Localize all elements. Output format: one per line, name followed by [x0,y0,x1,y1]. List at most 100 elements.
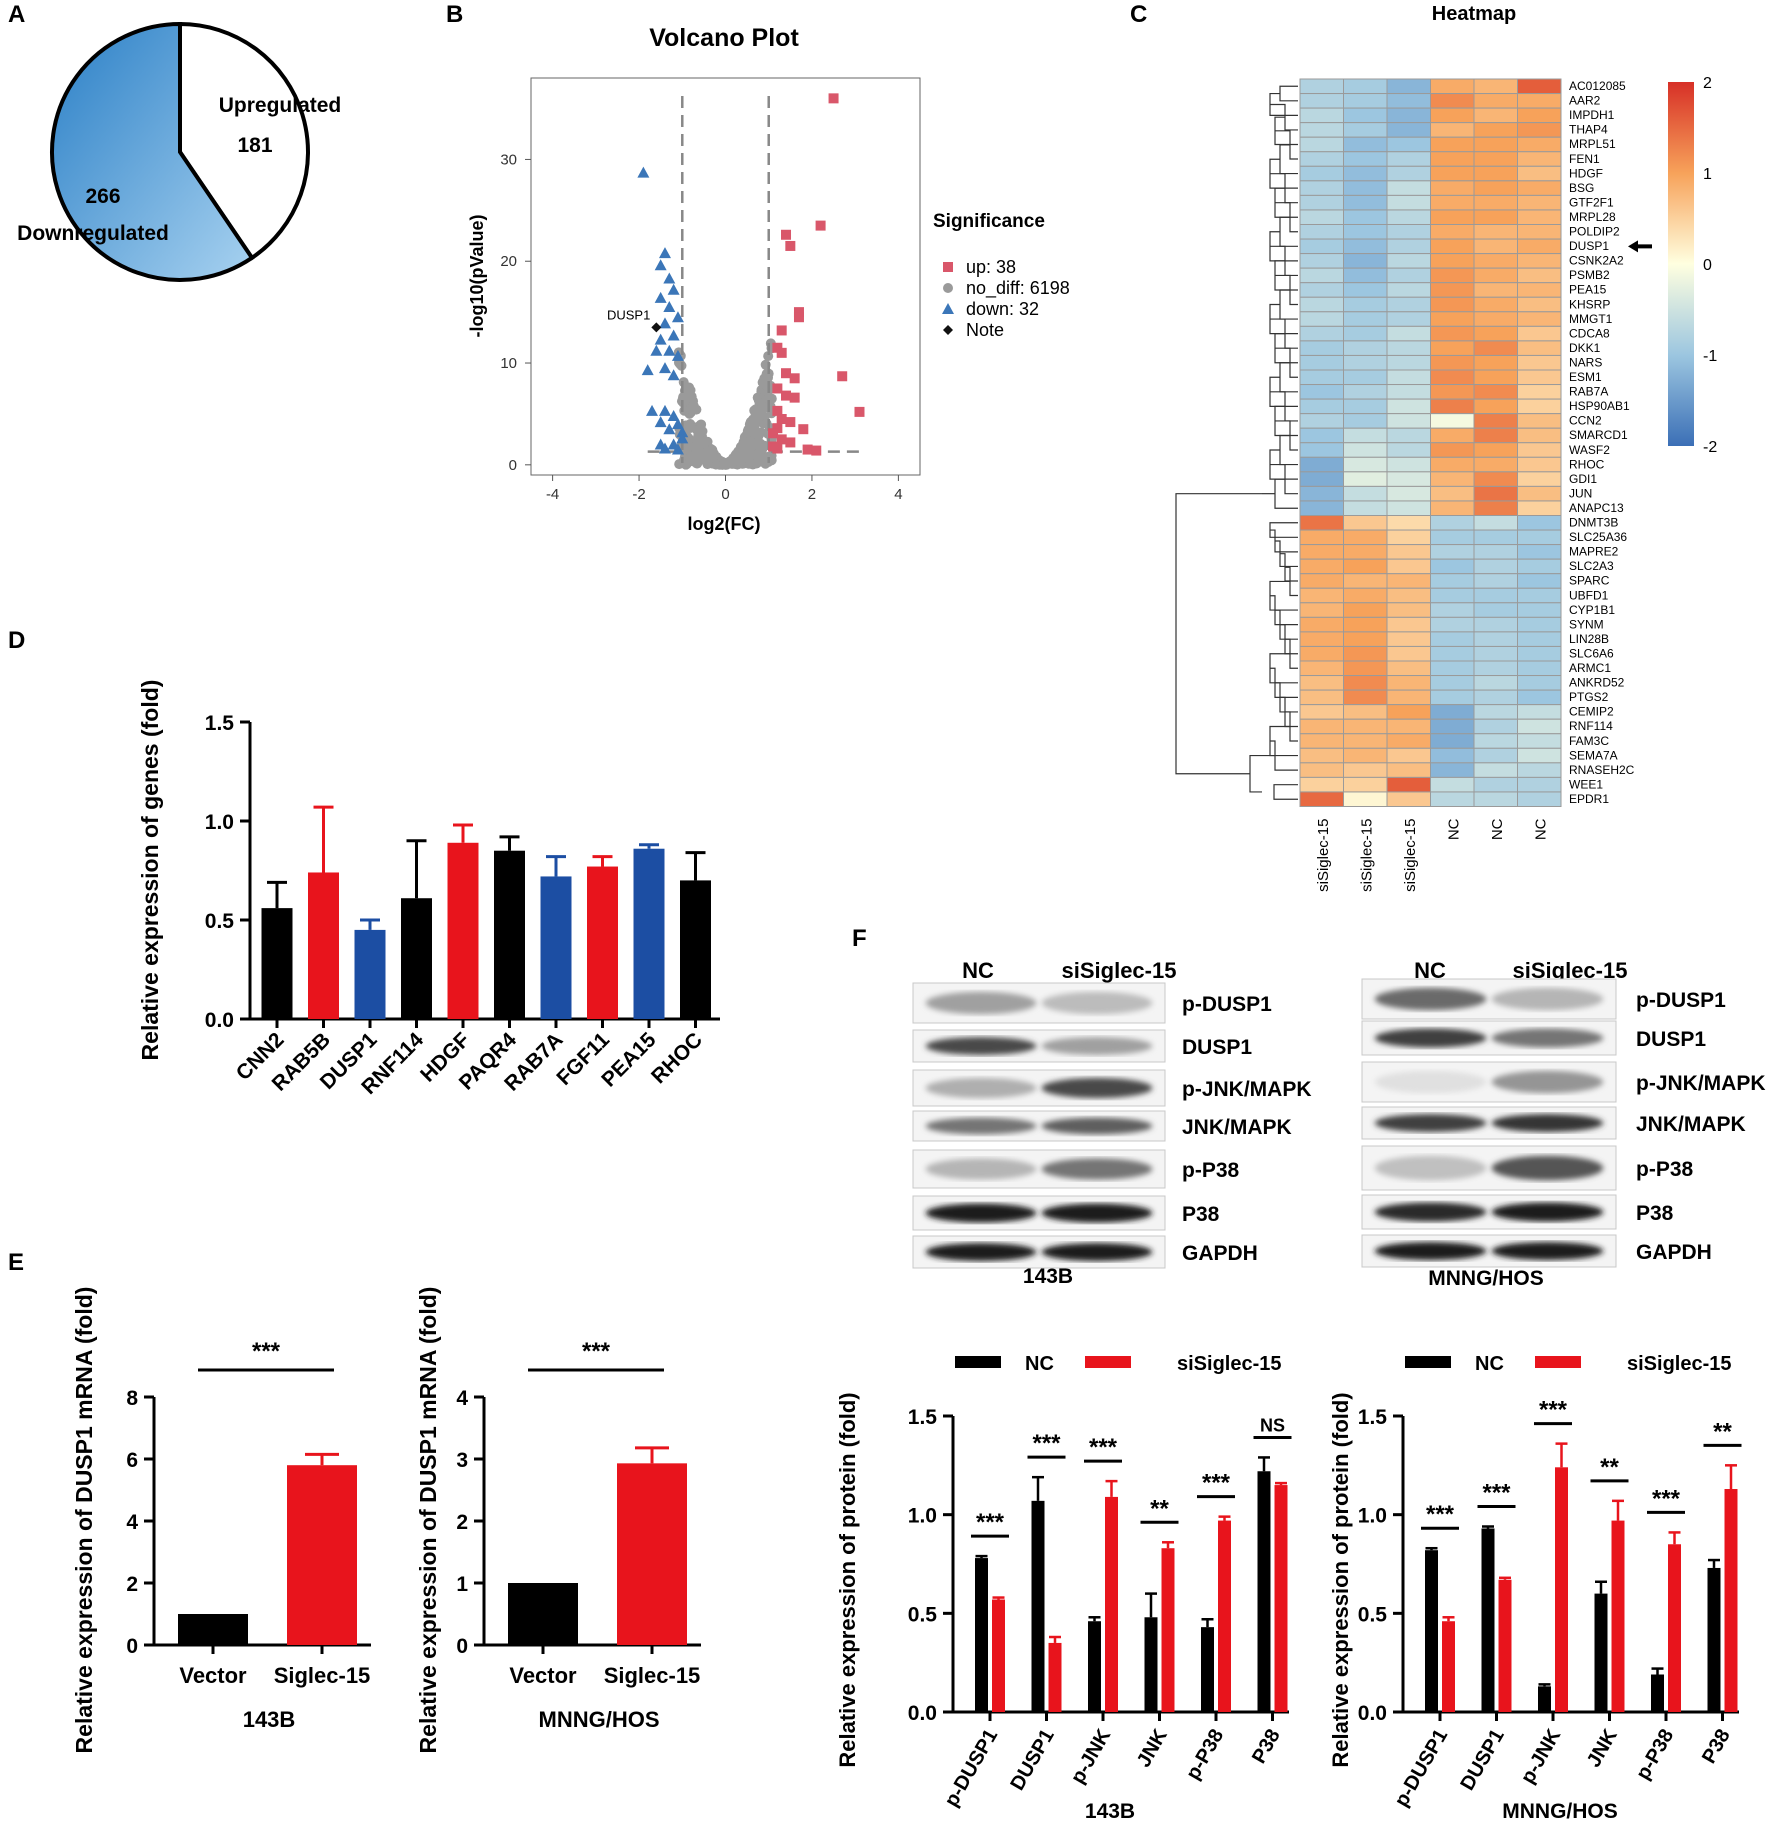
volcano-nodiff-point [696,449,707,460]
volcano-down-point [676,426,689,438]
heatmap-cell [1517,587,1562,604]
protein-hos-bar [1724,1489,1738,1712]
heatmap-cell [1473,645,1518,662]
heatmap-cell [1299,762,1344,778]
heatmap-column-label: NC [1489,818,1506,840]
heatmap-cell [1517,267,1562,284]
heatmap-cell [1386,384,1431,400]
volcano-legend-swatch [943,283,953,293]
protein-hos-bar [1651,1674,1664,1712]
volcano-plot: Volcano Plot -4 -2 0 2 4 0 10 20 30 log2(FC) -log10… [467,24,1070,534]
volcano-legend-swatch [943,325,953,335]
heatmap-cell [1473,718,1518,735]
protein-hos-sig-label: ** [1713,1418,1732,1445]
heatmap-cell [1473,413,1518,429]
heatmap-cell [1343,544,1388,560]
protein-hos-bar [1707,1567,1721,1712]
heatmap-cell [1299,151,1344,167]
heatmap-cell [1517,122,1562,138]
heatmap-cell [1343,253,1388,269]
heatmap-cell [1343,718,1388,735]
volcano-down-point [667,283,680,295]
volcano-up-point [772,405,783,416]
volcano-nodiff-point [763,351,774,362]
heatmap-cell [1430,93,1475,109]
blot-143b-band [925,1037,1037,1055]
protein-hos-ylabel: Relative expression of protein (fold) [1328,1392,1353,1767]
heatmap-cell [1343,471,1388,487]
heatmap-cell [1517,165,1562,182]
heatmap-cell [1517,762,1562,778]
dusp1-hos-ytick-label: 2 [456,1511,468,1534]
heatmap-row-label: CDCA8 [1569,326,1610,340]
heatmap-cell [1386,442,1431,458]
dusp1-143b-sig-label: *** [252,1338,281,1365]
volcano-down-point [671,443,684,455]
heatmap-cell [1386,78,1431,95]
heatmap-cell [1343,369,1388,386]
protein-hos-bar [1668,1544,1681,1712]
protein-143b-legend-swatch-si [1085,1356,1131,1368]
heatmap-cell [1343,311,1388,327]
heatmap-cell [1430,224,1475,240]
blot-143b-band [1041,1037,1153,1055]
volcano-nodiff-point [751,458,762,469]
heatmap-cell [1473,776,1518,793]
volcano-down-point [671,418,684,430]
heatmap-cell [1343,296,1388,313]
blot-hos-band [1491,987,1604,1011]
protein-143b-sig-label: *** [976,1509,1005,1536]
heatmap-cell [1343,136,1388,153]
heatmap-cell [1430,122,1475,138]
blot-143b-band [1041,991,1153,1015]
heatmap-cell [1386,645,1431,662]
heatmap-cell [1299,93,1344,109]
heatmap-cell [1473,107,1518,124]
protein-143b-bar [1201,1627,1214,1712]
heatmap-cell [1517,238,1562,255]
heatmap-row-label: MAPRE2 [1569,545,1619,559]
protein-hos-xtick-label: p-DUSP1 [1390,1726,1452,1811]
volcano-xtick-label: -2 [632,486,645,503]
panel-label-a: A [8,1,25,28]
heatmap-cell [1473,180,1518,196]
heatmap-cell [1473,747,1518,764]
heatmap-cell [1473,791,1518,808]
heatmap-row-label: DNMT3B [1569,516,1618,530]
volcano-up-point [776,347,787,358]
gene-bar-ytick-label: 1.0 [205,811,234,834]
heatmap-cell [1386,602,1431,618]
volcano-up-point [781,229,792,240]
heatmap-cell [1517,558,1562,575]
heatmap-cell [1386,471,1431,487]
heatmap-cell [1430,253,1475,269]
heatmap-cell [1517,631,1562,647]
blot-hos-band [1491,1114,1604,1132]
heatmap-cell [1299,456,1344,473]
heatmap-cell [1430,354,1475,371]
protein-143b-xtick-label: P38 [1248,1726,1285,1768]
pie-slice-downregulated [50,21,255,282]
dendrogram-link [1279,85,1298,102]
heatmap-colorbar-tick: 2 [1703,75,1712,92]
heatmap: Heatmap AC012085AAR2IMPDH1THAP4MRPL51FEN1… [1175,3,1717,892]
protein-hos-xtick-label: p-P38 [1632,1726,1678,1784]
volcano-up-point [789,392,800,403]
heatmap-cell [1473,267,1518,284]
heatmap-cell [1299,660,1344,677]
dusp1-hos-sig-label: *** [582,1338,611,1365]
volcano-note-label: DUSP1 [607,307,650,322]
heatmap-row-label: RNF114 [1569,719,1613,733]
gene-bar-ytick-label: 0.5 [205,910,235,933]
heatmap-cell [1430,456,1475,473]
dendrogram-link [1270,529,1298,553]
heatmap-cell [1473,544,1518,560]
heatmap-cell [1386,136,1431,153]
heatmap-column-label: siSiglec-15 [1315,819,1332,892]
volcano-up-point [768,428,779,439]
heatmap-cell [1430,558,1475,575]
protein-143b-sig-label: NS [1260,1415,1285,1435]
heatmap-row-label: MMGT1 [1569,312,1613,326]
volcano-up-point [772,423,783,434]
heatmap-cell [1430,107,1475,124]
